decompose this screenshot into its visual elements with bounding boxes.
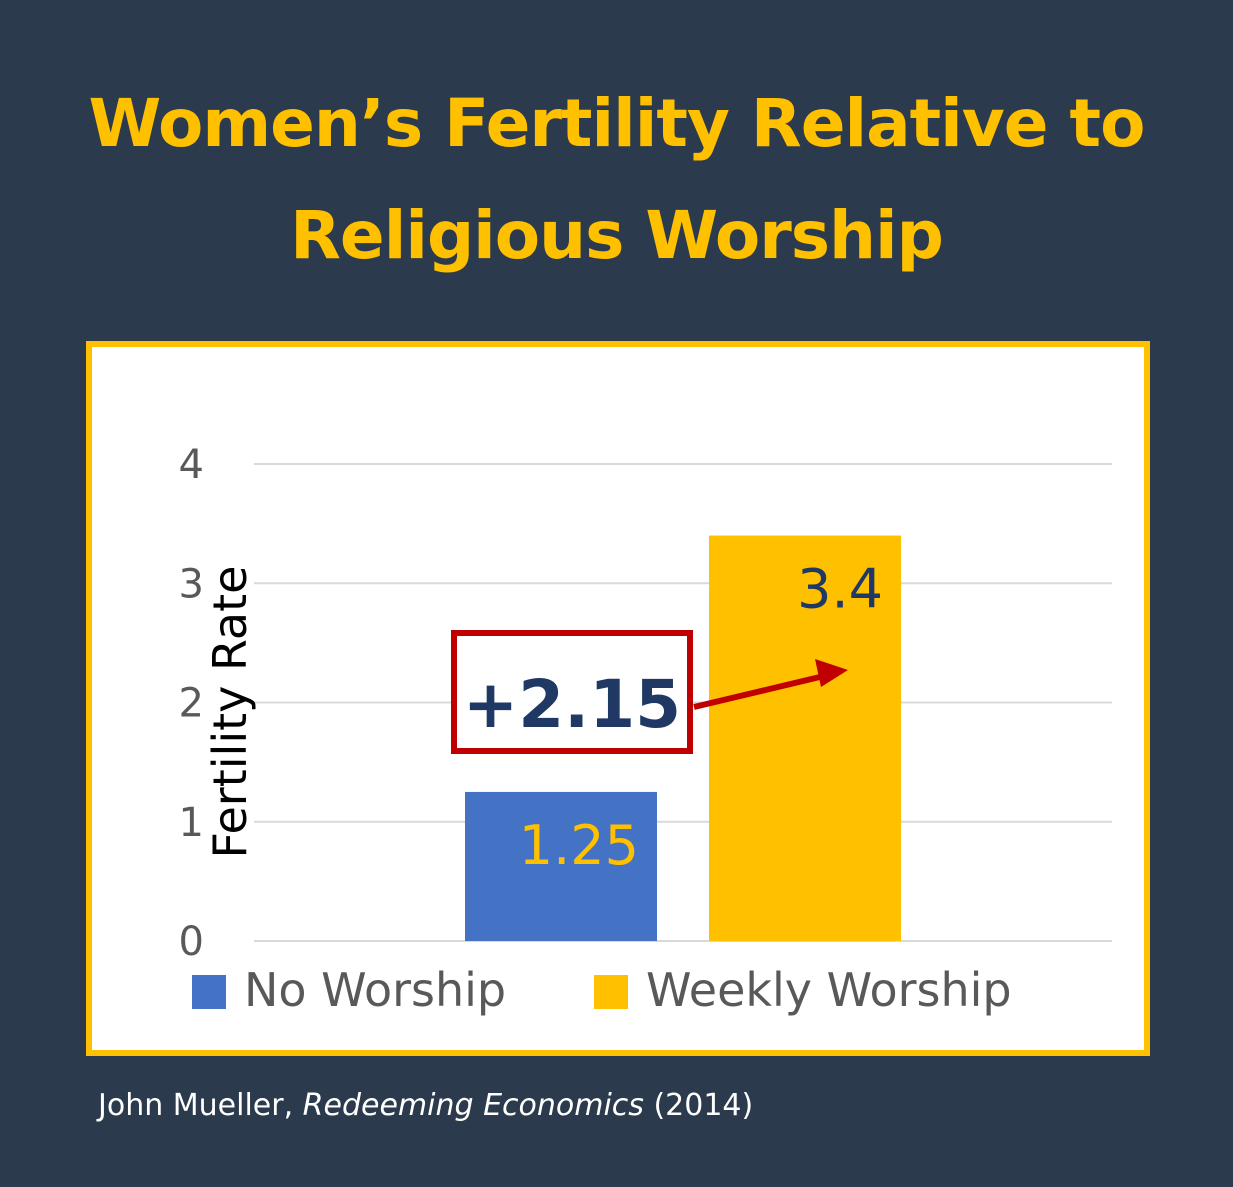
annotation-text: +2.15 xyxy=(463,666,681,743)
legend-swatch-1 xyxy=(594,975,628,1009)
y-tick-label-1: 1 xyxy=(179,800,204,846)
annotation-arrow-line xyxy=(693,673,825,710)
data-labels: 1.25 3.4 xyxy=(519,558,883,877)
chart-title-line-1: Women’s Fertility Relative to xyxy=(88,85,1146,162)
chart-panel: 0 1 2 3 4 Fertility Rate 1.25 3.4 +2.15 No Wo… xyxy=(86,341,1150,1056)
annotation-arrow-head xyxy=(815,659,848,687)
y-axis-ticks: 0 1 2 3 4 xyxy=(179,442,204,965)
chart-title-line-2: Religious Worship xyxy=(290,197,944,274)
chart-title: Women’s Fertility Relative to Religious … xyxy=(0,68,1233,292)
y-tick-label-4: 4 xyxy=(179,442,204,488)
annotation: +2.15 xyxy=(451,630,848,754)
bar-0 xyxy=(465,791,657,941)
bars xyxy=(465,535,901,941)
legend-label-1: Weekly Worship xyxy=(646,963,1012,1017)
legend-label-0: No Worship xyxy=(244,963,506,1017)
legend: No Worship Weekly Worship xyxy=(192,963,1012,1017)
source-citation: John Mueller, Redeeming Economics (2014) xyxy=(98,1088,753,1123)
bar-1 xyxy=(709,535,901,941)
data-label-1: 3.4 xyxy=(797,558,883,621)
data-label-0: 1.25 xyxy=(519,814,639,877)
y-tick-label-3: 3 xyxy=(179,561,204,607)
y-tick-label-0: 0 xyxy=(179,919,204,965)
y-tick-label-2: 2 xyxy=(179,681,204,727)
bar-chart: 0 1 2 3 4 Fertility Rate 1.25 3.4 +2.15 No Wo… xyxy=(179,442,1112,1017)
source-author: John Mueller, xyxy=(98,1088,303,1123)
y-axis-label: Fertility Rate xyxy=(203,566,257,859)
annotation-box xyxy=(451,630,693,754)
legend-swatch-0 xyxy=(192,975,226,1009)
source-year: (2014) xyxy=(643,1088,754,1123)
source-work: Redeeming Economics xyxy=(302,1088,644,1123)
